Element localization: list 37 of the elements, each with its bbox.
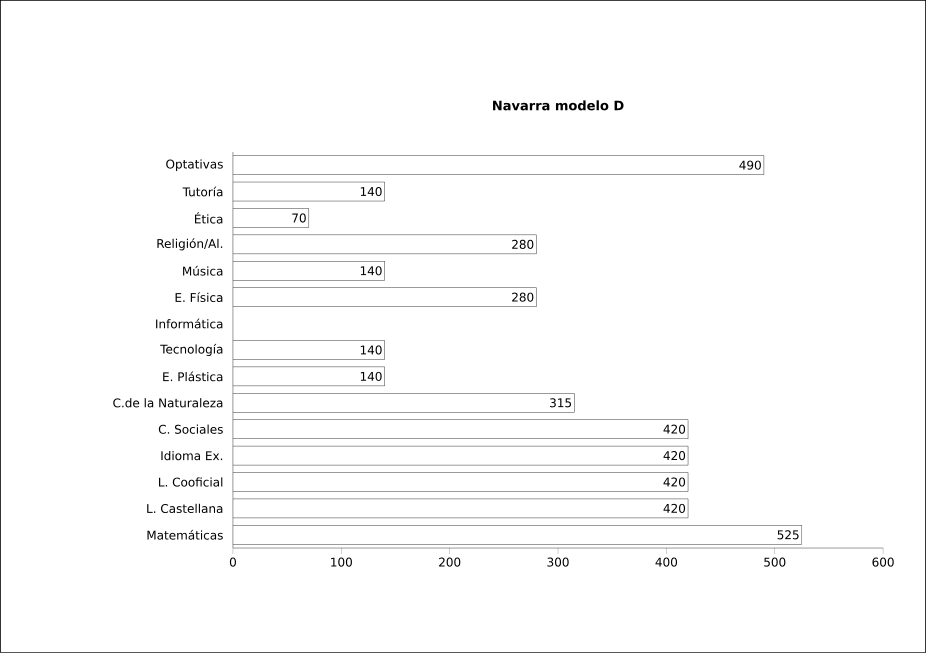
- x-tick-label: 200: [439, 558, 460, 567]
- data-label: 420: [664, 504, 686, 513]
- y-tick-label: E. Plástica: [163, 372, 222, 382]
- data-label: 70: [292, 213, 306, 223]
- data-label: 420: [664, 424, 686, 434]
- chart-title: Navarra modelo D: [493, 100, 624, 110]
- data-label: 140: [360, 372, 382, 381]
- y-tick-label: Tutoría: [182, 186, 222, 196]
- x-tick-label: 500: [764, 558, 786, 567]
- data-label: 140: [360, 187, 382, 196]
- y-tick-label: Matemáticas: [147, 530, 223, 540]
- data-label: 140: [360, 345, 382, 355]
- y-tick-label: Informática: [156, 318, 222, 328]
- data-label: 315: [550, 398, 572, 408]
- y-tick-label: L. Cooficial: [159, 477, 222, 487]
- x-tick-label: 600: [872, 558, 894, 567]
- y-tick-label: Música: [183, 266, 222, 276]
- y-tick-label: Optativas: [166, 159, 223, 171]
- y-tick-label: C.de la Naturaleza: [113, 398, 222, 408]
- y-tick-label: Tecnología: [160, 344, 222, 356]
- data-label: 280: [512, 240, 534, 249]
- data-label: 490: [739, 160, 761, 170]
- x-tick-label: 100: [331, 558, 352, 567]
- y-tick-label: Ética: [195, 212, 222, 224]
- y-tick-label: C. Sociales: [158, 424, 223, 434]
- x-tick-label: 400: [656, 558, 678, 567]
- y-tick-label: Religión/Al.: [157, 238, 222, 250]
- data-label: 140: [360, 266, 382, 276]
- y-tick-label: E. Física: [176, 292, 222, 302]
- y-tick-label: Idioma Ex.: [161, 450, 222, 460]
- data-label: 280: [512, 292, 534, 302]
- data-label: 420: [664, 451, 686, 460]
- data-label: 525: [778, 530, 799, 540]
- x-tick-label: 0: [230, 558, 236, 567]
- y-tick-label: L. Castellana: [147, 504, 222, 514]
- data-label: 420: [664, 477, 686, 487]
- x-tick-label: 300: [547, 558, 569, 567]
